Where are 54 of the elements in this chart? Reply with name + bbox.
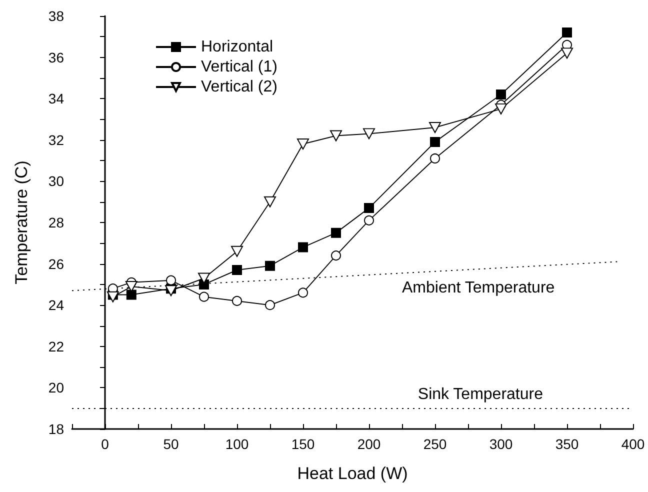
point <box>298 288 308 298</box>
x-tick-label: 350 <box>555 436 579 452</box>
point <box>496 89 506 100</box>
x-tick-label: 200 <box>357 436 381 452</box>
point <box>430 153 440 164</box>
x-tick-label: 400 <box>621 436 645 452</box>
point <box>165 285 177 296</box>
y-tick-label: 36 <box>48 49 64 66</box>
y-tick-label: 20 <box>48 380 64 396</box>
point <box>264 196 276 208</box>
y-axis-title: Temperature (C) <box>12 160 31 284</box>
point <box>106 291 119 302</box>
y-tick-label: 34 <box>48 90 64 107</box>
point <box>331 250 341 261</box>
point <box>231 246 243 257</box>
point <box>126 290 136 300</box>
x-tick-label: 250 <box>423 436 447 452</box>
legend-label: Vertical (2) <box>201 78 278 96</box>
y-tick-label: 30 <box>48 173 64 190</box>
y-tick-label: 18 <box>48 421 64 437</box>
x-tick-label: 50 <box>163 436 179 452</box>
point <box>232 296 242 306</box>
point <box>364 203 374 214</box>
point <box>265 260 275 271</box>
point <box>265 300 275 310</box>
point <box>297 138 309 150</box>
y-tick-label: 38 <box>48 8 64 24</box>
point <box>199 292 209 302</box>
x-tick-label: 100 <box>225 436 249 452</box>
point <box>331 228 341 238</box>
point <box>495 103 507 114</box>
y-tick-label: 22 <box>48 338 64 354</box>
point <box>364 215 374 226</box>
point <box>429 122 441 134</box>
y-tick-label: 26 <box>48 256 64 272</box>
point <box>330 130 342 142</box>
y-tick-label: 24 <box>48 297 64 314</box>
x-tick-label: 300 <box>489 436 513 452</box>
ref-line-label: Sink Temperature <box>418 386 544 403</box>
x-axis-title: Heat Load (W) <box>297 464 408 483</box>
x-tick-label: 0 <box>101 436 110 452</box>
point <box>430 136 440 147</box>
legend-label: Horizontal <box>201 38 274 56</box>
y-tick-label: 28 <box>48 214 64 230</box>
point <box>166 275 176 286</box>
y-tick-label: 32 <box>48 132 64 148</box>
legend-label: Vertical (1) <box>201 58 278 76</box>
point <box>232 264 242 275</box>
point <box>561 48 573 59</box>
point <box>298 242 308 252</box>
point <box>363 128 375 140</box>
x-tick-label: 150 <box>291 436 315 452</box>
annotation: Ambient Temperature <box>402 280 555 296</box>
point <box>562 28 572 38</box>
